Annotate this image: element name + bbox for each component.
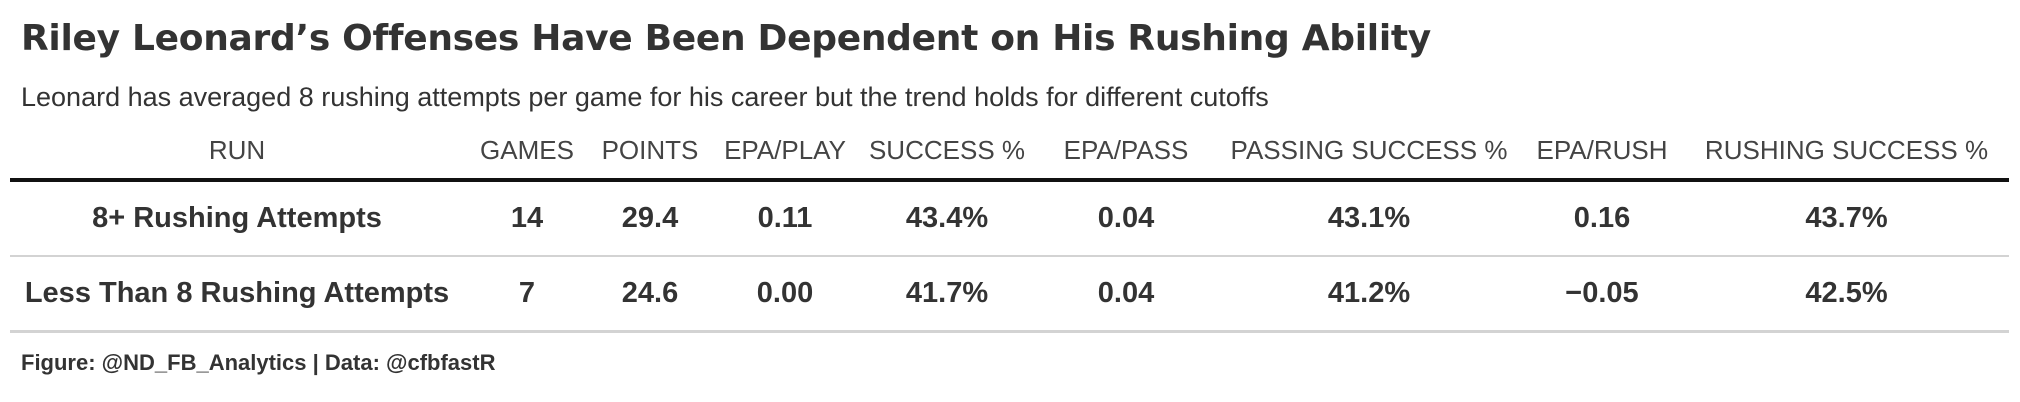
cell-success: 41.7% [860, 256, 1034, 333]
column-header-epa-pass: EPA/PASS [1034, 122, 1218, 182]
chart-title: Riley Leonard’s Offenses Have Been Depen… [21, 18, 1431, 59]
cell-run: 8+ Rushing Attempts [10, 180, 464, 257]
cell-epa-pass: 0.04 [1034, 256, 1218, 333]
cell-rushing-success: 42.5% [1684, 256, 2009, 333]
cell-passing-success: 43.1% [1218, 180, 1520, 257]
cell-epa-play: 0.11 [710, 180, 860, 257]
table-header-row: RUN GAMES POINTS EPA/PLAY SUCCESS % EPA/… [10, 122, 2009, 182]
column-header-games: GAMES [464, 122, 590, 182]
cell-epa-rush: −0.05 [1520, 256, 1684, 333]
column-header-passing-success: PASSING SUCCESS % [1218, 122, 1520, 182]
cell-games: 14 [464, 180, 590, 257]
cell-epa-rush: 0.16 [1520, 180, 1684, 257]
column-header-epa-play: EPA/PLAY [710, 122, 860, 182]
cell-points: 24.6 [590, 256, 710, 333]
table-row: 8+ Rushing Attempts 14 29.4 0.11 43.4% 0… [10, 180, 2009, 257]
cell-passing-success: 41.2% [1218, 256, 1520, 333]
cell-epa-pass: 0.04 [1034, 180, 1218, 257]
cell-points: 29.4 [590, 180, 710, 257]
column-header-success: SUCCESS % [860, 122, 1034, 182]
column-header-points: POINTS [590, 122, 710, 182]
cell-games: 7 [464, 256, 590, 333]
column-header-rushing-success: RUSHING SUCCESS % [1684, 122, 2009, 182]
column-header-epa-rush: EPA/RUSH [1520, 122, 1684, 182]
cell-rushing-success: 43.7% [1684, 180, 2009, 257]
cell-epa-play: 0.00 [710, 256, 860, 333]
cell-success: 43.4% [860, 180, 1034, 257]
column-header-run: RUN [10, 122, 464, 182]
cell-run: Less Than 8 Rushing Attempts [10, 256, 464, 333]
chart-subtitle: Leonard has averaged 8 rushing attempts … [21, 82, 1269, 112]
table-row: Less Than 8 Rushing Attempts 7 24.6 0.00… [10, 256, 2009, 333]
stats-table: RUN GAMES POINTS EPA/PLAY SUCCESS % EPA/… [10, 122, 2009, 333]
source-caption: Figure: @ND_FB_Analytics | Data: @cfbfas… [21, 350, 496, 375]
